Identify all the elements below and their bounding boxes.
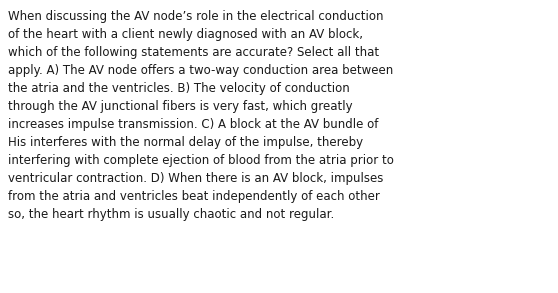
Text: When discussing the AV node’s role in the electrical conduction
of the heart wit: When discussing the AV node’s role in th…	[8, 10, 395, 221]
